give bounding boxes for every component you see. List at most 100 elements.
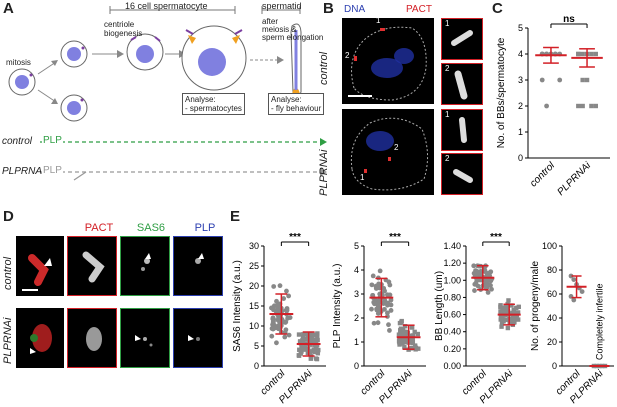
data-point <box>589 51 594 57</box>
mark-b-bot-1: 1 <box>360 173 365 182</box>
y-tick-label: 3 <box>354 289 359 299</box>
data-point <box>375 320 381 326</box>
d-sas6-control <box>120 236 170 296</box>
data-point <box>502 310 508 315</box>
inset-b-3 <box>441 109 483 151</box>
data-point <box>571 277 577 282</box>
data-point <box>284 288 289 294</box>
data-point <box>506 298 511 303</box>
sig-label: *** <box>289 232 301 243</box>
data-point <box>307 350 313 356</box>
data-point <box>386 322 391 328</box>
data-point <box>269 305 274 311</box>
data-point <box>315 335 320 340</box>
inset-num-4: 2 <box>445 154 450 163</box>
data-point <box>382 297 388 303</box>
panel-e-label: E <box>230 208 241 225</box>
data-point <box>282 334 288 340</box>
data-point <box>385 292 390 298</box>
data-point <box>304 337 309 342</box>
data-point <box>410 336 415 341</box>
data-point <box>369 306 374 312</box>
chart-c: 0 1 2 3 4 5 No. of BBs/spermatocyte controlPLPR… <box>496 14 610 198</box>
y-axis-label: BB Length (um) <box>434 271 445 341</box>
y-axis-label: No. of progeny/male <box>530 261 541 351</box>
data-point <box>309 338 314 343</box>
mark-b-top-2: 2 <box>345 51 350 60</box>
row-b-control: control <box>318 51 330 85</box>
data-point <box>283 327 289 333</box>
data-point <box>301 347 307 352</box>
panel-c-label: C <box>492 0 503 17</box>
data-point <box>510 315 515 321</box>
data-point <box>473 281 479 287</box>
y-tick-label: 2 <box>518 101 523 111</box>
d-pact-control <box>67 236 117 296</box>
data-point <box>415 331 421 337</box>
y-tick-label: 2 <box>354 313 359 323</box>
y-tick-label: 0 <box>552 361 557 371</box>
data-point <box>579 289 585 294</box>
data-point <box>403 337 408 343</box>
data-point <box>515 310 521 315</box>
data-point <box>413 347 418 352</box>
inset-num-2: 2 <box>445 64 450 73</box>
data-point <box>568 273 574 279</box>
d-merge-control <box>16 236 64 296</box>
mark-b-bot-2: 2 <box>394 143 399 152</box>
data-point <box>503 304 508 310</box>
data-point <box>397 320 403 326</box>
data-point <box>308 356 314 361</box>
data-point <box>571 297 577 303</box>
y-tick-label: 0 <box>354 361 359 371</box>
row-label-rnai: PLPRNAi <box>2 166 45 177</box>
data-point <box>473 272 479 277</box>
data-point <box>314 342 320 348</box>
data-point <box>270 326 276 332</box>
row-text-plp-grey: PLP <box>42 165 63 176</box>
y-tick-label: 1.20 <box>443 258 461 268</box>
y-tick-label: 30 <box>249 241 259 251</box>
data-point <box>314 349 319 354</box>
x-tick-label: PLPRNAi <box>556 160 594 198</box>
panel-b-label: B <box>323 0 334 17</box>
row-d-rnai: PLPRNAi <box>2 317 14 364</box>
panel-a-schematic <box>8 6 327 181</box>
data-point <box>269 333 275 339</box>
data-point <box>576 103 581 109</box>
data-point <box>509 303 514 308</box>
data-point <box>376 300 381 306</box>
y-tick-label: 0.60 <box>443 310 461 320</box>
data-point <box>416 346 421 351</box>
data-point <box>305 333 311 338</box>
data-point <box>282 320 288 325</box>
data-point <box>281 296 287 301</box>
ch-dna: DNA <box>344 4 366 15</box>
y-tick-label: 20 <box>547 337 557 347</box>
data-point <box>388 308 394 313</box>
sig-label: *** <box>490 232 502 243</box>
data-point <box>516 304 521 310</box>
data-point <box>371 320 377 326</box>
data-point <box>377 268 383 274</box>
data-point <box>307 332 313 337</box>
data-point <box>373 286 379 291</box>
data-point <box>284 306 290 311</box>
data-point <box>313 356 319 361</box>
data-point <box>580 103 585 109</box>
analyse-box-2: Analyse: - fly behaviour <box>268 93 325 115</box>
data-point <box>504 317 509 323</box>
data-point <box>512 320 517 325</box>
data-point <box>410 339 416 344</box>
data-point <box>311 332 317 337</box>
data-point <box>381 285 387 291</box>
y-axis-label: SAS6 Intensity (a.u.) <box>232 260 243 352</box>
y-tick-label: 0 <box>518 153 523 163</box>
data-point <box>372 301 377 307</box>
y-tick-label: 1.00 <box>443 275 461 285</box>
data-point <box>285 315 291 321</box>
data-point <box>301 332 306 337</box>
y-tick-label: 5 <box>354 241 359 251</box>
inset-b-2 <box>441 63 483 105</box>
data-point <box>498 304 503 310</box>
